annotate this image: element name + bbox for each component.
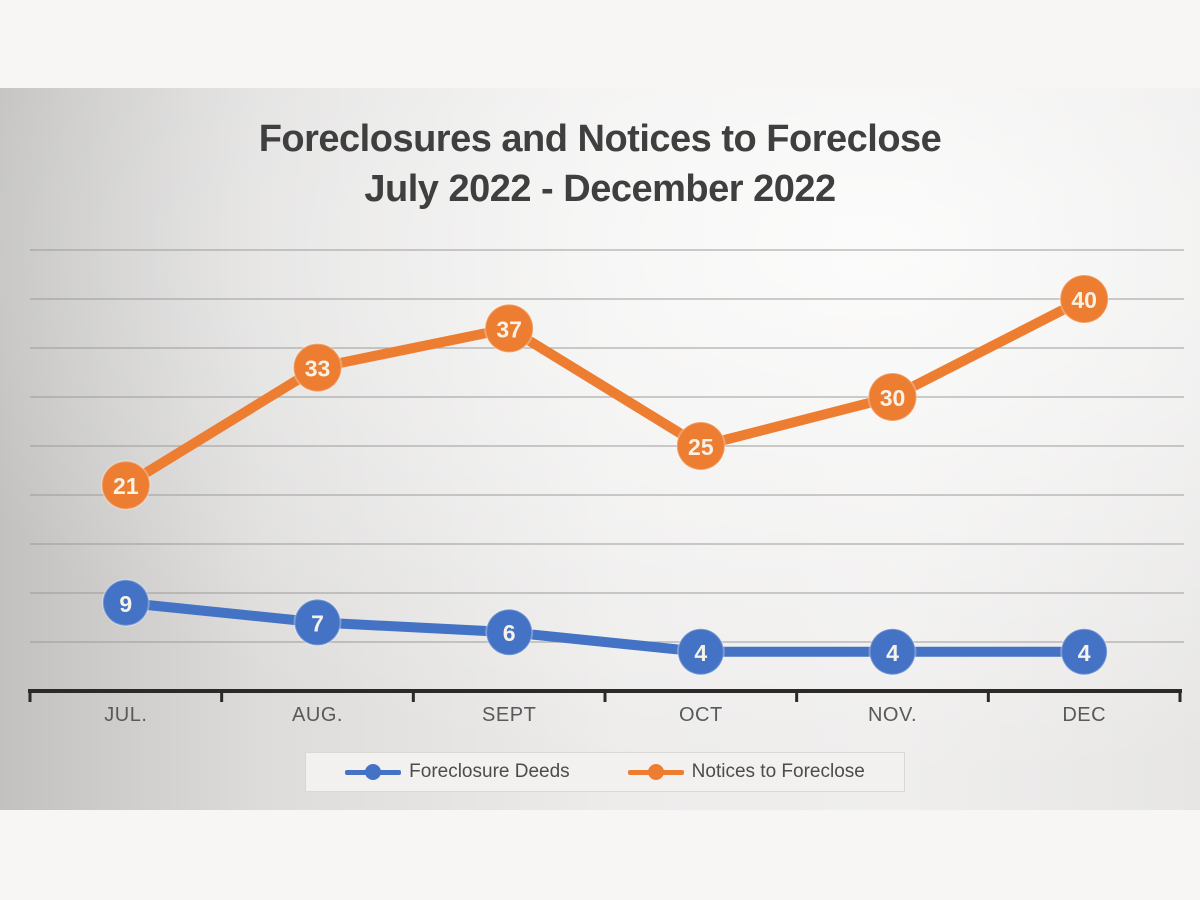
data-point-marker-notices-to-foreclose [292,342,343,393]
legend-label: Notices to Foreclose [691,761,865,782]
chart-card: 9 7 6 4 4 4 21 33 37 25 30 40 Foreclosures and Noti… [0,88,1200,810]
data-point-marker-notices-to-foreclose [100,460,151,511]
data-point-label-notices-to-foreclose: 21 [113,473,139,499]
data-point-label-notices-to-foreclose: 25 [688,434,714,460]
data-point-marker-notices-to-foreclose [484,303,535,354]
data-point-label-foreclosure-deeds: 6 [503,620,516,646]
data-point-marker-foreclosure-deeds [293,598,342,647]
data-point-marker-foreclosure-deeds [1060,627,1109,676]
x-axis-labels: JUL. AUG. SEPT OCT NOV. DEC [30,704,1180,727]
line-chart-plot: 9 7 6 4 4 4 21 33 37 25 30 40 [28,249,1184,702]
data-point-marker-foreclosure-deeds [868,627,917,676]
data-point-marker-foreclosure-deeds [485,608,534,657]
legend-swatch-dot [647,764,664,780]
line-marker-swatch-icon [627,764,684,780]
chart-subtitle: July 2022 - December 2022 [364,168,836,210]
data-point-label-foreclosure-deeds: 4 [1078,640,1091,666]
legend-label: Foreclosure Deeds [409,761,570,782]
legend-item-notices-to-foreclose: Notices to Foreclose [627,761,865,783]
legend: Foreclosure Deeds Notices to Foreclose [305,752,905,792]
x-axis-label-dec: DEC [1062,704,1107,726]
x-axis-label-aug: AUG. [292,704,343,726]
data-point-label-foreclosure-deeds: 7 [311,610,324,636]
data-point-label-notices-to-foreclose: 40 [1071,287,1097,313]
series-line-foreclosure-deeds [120,597,1090,657]
data-point-label-foreclosure-deeds: 4 [886,640,899,666]
x-axis-label-sept: SEPT [482,704,537,726]
chart-title-block: Foreclosures and Notices to Foreclose Ju… [0,114,1200,214]
data-point-label-notices-to-foreclose: 33 [305,356,331,382]
x-axis-label-oct: OCT [678,704,723,726]
x-axis-label-nov: NOV. [867,704,918,726]
data-point-label-foreclosure-deeds: 4 [694,640,707,666]
data-point-label-foreclosure-deeds: 9 [119,591,132,617]
data-point-label-notices-to-foreclose: 30 [880,385,906,411]
x-axis-label-jul: JUL. [104,704,148,726]
data-point-marker-notices-to-foreclose [1059,274,1110,324]
legend-swatch-dot [365,764,382,780]
data-point-marker-notices-to-foreclose [867,372,918,422]
series-line-notices-to-foreclose [120,294,1090,491]
data-point-marker-foreclosure-deeds [676,627,725,676]
line-marker-swatch-icon [345,764,402,780]
legend-item-foreclosure-deeds: Foreclosure Deeds [345,761,570,783]
data-point-label-notices-to-foreclose: 37 [496,316,522,342]
chart-title: Foreclosures and Notices to Foreclose [258,118,942,160]
data-point-marker-notices-to-foreclose [675,421,726,471]
data-point-marker-foreclosure-deeds [101,578,150,627]
